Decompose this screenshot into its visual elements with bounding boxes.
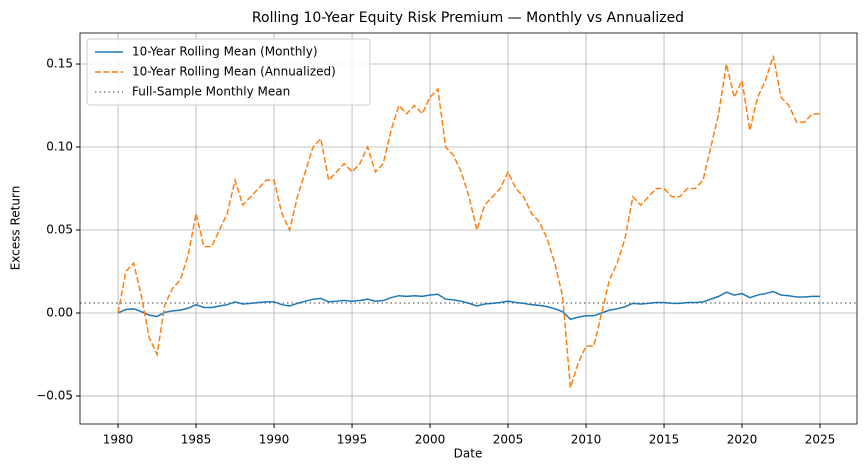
y-axis-label: Excess Return	[9, 186, 23, 271]
x-tick-label: 1985	[181, 433, 212, 447]
y-tick-label: 0.00	[46, 305, 73, 319]
series-line	[117, 290, 821, 321]
x-tick-label: 1995	[337, 433, 368, 447]
legend-label: 10-Year Rolling Mean (Monthly)	[132, 45, 318, 59]
legend-label: 10-Year Rolling Mean (Annualized)	[132, 65, 336, 79]
y-tick-label: 0.05	[46, 222, 73, 236]
x-tick-label: 1990	[259, 433, 290, 447]
x-tick-label: 2015	[649, 433, 680, 447]
x-tick-label: 1980	[103, 433, 134, 447]
y-tick-label: −0.05	[36, 388, 73, 402]
plot-frame	[79, 32, 858, 425]
chart-title: Rolling 10-Year Equity Risk Premium — Mo…	[252, 10, 684, 26]
series-line	[117, 55, 821, 388]
x-tick-label: 2005	[493, 433, 524, 447]
y-tick-label: 0.10	[46, 140, 73, 154]
x-tick-label: 2000	[415, 433, 446, 447]
x-tick-label: 2020	[727, 433, 758, 447]
x-tick-label: 2025	[805, 433, 836, 447]
x-tick-label: 2010	[571, 433, 602, 447]
y-tick-label: 0.15	[46, 57, 73, 71]
legend-box	[86, 38, 371, 106]
legend-label: Full-Sample Monthly Mean	[132, 85, 290, 99]
x-axis-label: Date	[454, 447, 483, 461]
